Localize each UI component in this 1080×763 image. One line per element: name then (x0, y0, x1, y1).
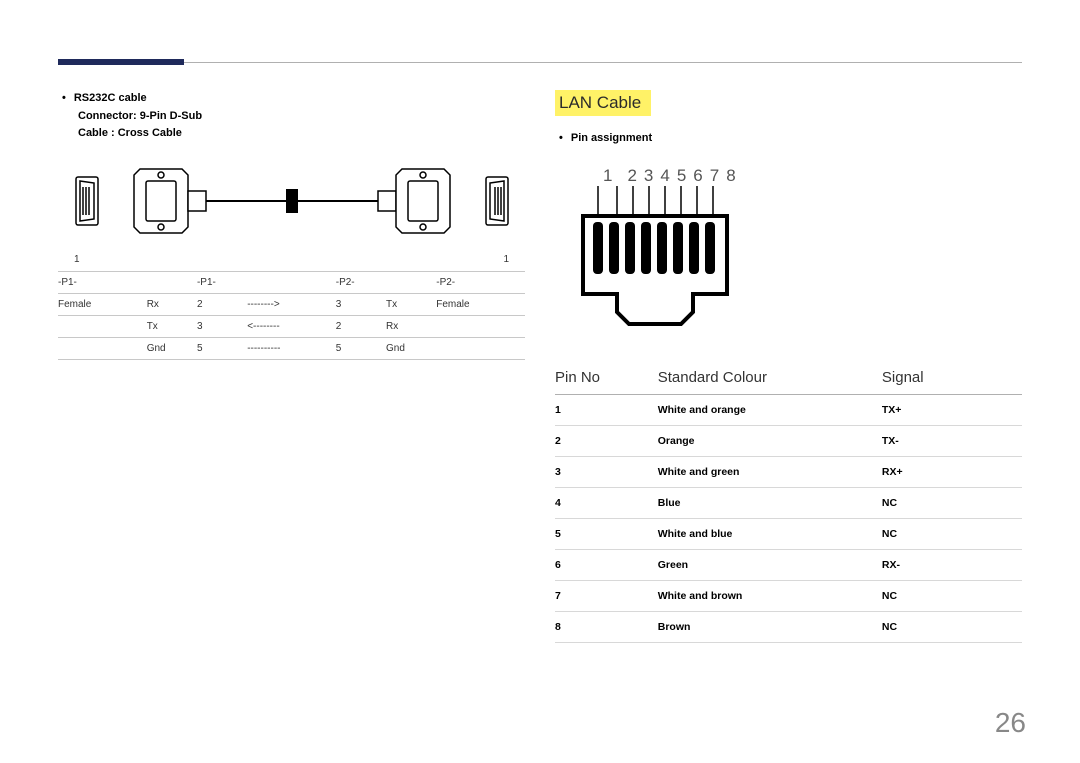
pin-num-rest: 2345678 (627, 166, 742, 185)
table-cell: 3 (555, 456, 658, 487)
rj45-pin-numbers: 12345678 (603, 166, 1022, 186)
table-row: -P1- -P1- -P2- -P2- (58, 271, 525, 293)
table-cell: TX+ (882, 394, 1022, 425)
table-cell: Tx (386, 293, 436, 315)
pin-num-first: 1 (603, 166, 627, 185)
table-cell (58, 315, 147, 337)
table-row: 8BrownNC (555, 611, 1022, 642)
table-cell: 1 (555, 394, 658, 425)
table-cell: Tx (147, 315, 197, 337)
pin-assignment-label: Pin assignment (571, 132, 652, 144)
table-row: 1White and orangeTX+ (555, 394, 1022, 425)
lan-pin-table: Pin No Standard Colour Signal 1White and… (555, 361, 1022, 643)
lan-col-signal: Signal (882, 361, 1022, 395)
table-cell: Blue (658, 487, 882, 518)
table-cell (147, 271, 197, 293)
table-cell: NC (882, 487, 1022, 518)
page-content: •RS232C cable Connector: 9-Pin D-Sub Cab… (0, 0, 1080, 643)
rs232-bullet-3: Cable : Cross Cable (78, 125, 525, 143)
rs232-bullet-2: Connector: 9-Pin D-Sub (78, 108, 525, 126)
table-cell: 5 (336, 337, 386, 359)
lan-col-pin: Pin No (555, 361, 658, 395)
diagram-num-left: 1 (74, 254, 80, 265)
table-row: Gnd5----------5Gnd (58, 337, 525, 359)
rs232-cable-diagram (58, 161, 525, 246)
table-cell: Green (658, 549, 882, 580)
table-cell: 4 (555, 487, 658, 518)
table-cell: Gnd (147, 337, 197, 359)
table-cell: RX- (882, 549, 1022, 580)
table-cell: Female (436, 293, 525, 315)
page-number: 26 (995, 707, 1026, 739)
table-row: 2OrangeTX- (555, 425, 1022, 456)
connector-label: Connector: 9-Pin D-Sub (78, 110, 202, 122)
table-cell: 6 (555, 549, 658, 580)
table-cell: White and brown (658, 580, 882, 611)
left-column: •RS232C cable Connector: 9-Pin D-Sub Cab… (58, 50, 525, 643)
table-cell: NC (882, 611, 1022, 642)
table-cell: -P1- (197, 271, 247, 293)
table-cell: RX+ (882, 456, 1022, 487)
table-row: 4BlueNC (555, 487, 1022, 518)
table-row: Tx3<--------2Rx (58, 315, 525, 337)
table-cell: 2 (336, 315, 386, 337)
table-cell: -P2- (336, 271, 386, 293)
table-row: FemaleRx2-------->3TxFemale (58, 293, 525, 315)
table-cell: ---------- (247, 337, 336, 359)
table-cell: White and orange (658, 394, 882, 425)
table-row: 5White and blueNC (555, 518, 1022, 549)
table-cell: -P2- (436, 271, 525, 293)
table-cell: NC (882, 580, 1022, 611)
table-cell: Rx (386, 315, 436, 337)
cable-type-label: Cable : Cross Cable (78, 127, 182, 139)
table-cell: TX- (882, 425, 1022, 456)
table-cell (436, 337, 525, 359)
right-column: LAN Cable •Pin assignment 12345678 (555, 50, 1022, 643)
table-cell: Rx (147, 293, 197, 315)
table-cell: 8 (555, 611, 658, 642)
table-cell: 2 (555, 425, 658, 456)
diagram-num-right: 1 (503, 254, 509, 265)
table-cell: Orange (658, 425, 882, 456)
table-row: 3White and greenRX+ (555, 456, 1022, 487)
table-cell: 5 (555, 518, 658, 549)
table-cell: <-------- (247, 315, 336, 337)
rj45-diagram: 12345678 (575, 166, 1022, 341)
top-rule (58, 62, 1022, 63)
table-cell (247, 271, 336, 293)
table-cell: -P1- (58, 271, 147, 293)
table-cell: Gnd (386, 337, 436, 359)
rs232-label: RS232C cable (74, 92, 147, 104)
table-cell: 7 (555, 580, 658, 611)
table-row: 7White and brownNC (555, 580, 1022, 611)
table-cell (386, 271, 436, 293)
lan-col-colour: Standard Colour (658, 361, 882, 395)
table-cell: 3 (197, 315, 247, 337)
table-cell: 3 (336, 293, 386, 315)
cross-cable-table: -P1--P1--P2--P2-FemaleRx2-------->3TxFem… (58, 271, 525, 360)
rs232-bullet-1: •RS232C cable (62, 90, 525, 108)
diagram-number-row: 1 1 (58, 254, 525, 265)
pin-assignment-bullet: •Pin assignment (559, 130, 1022, 148)
table-cell: NC (882, 518, 1022, 549)
table-cell: 2 (197, 293, 247, 315)
table-row: 6GreenRX- (555, 549, 1022, 580)
table-cell: White and green (658, 456, 882, 487)
table-cell (436, 315, 525, 337)
lan-cable-heading: LAN Cable (555, 90, 651, 116)
table-cell: --------> (247, 293, 336, 315)
table-cell: White and blue (658, 518, 882, 549)
table-cell (58, 337, 147, 359)
lan-table-header-row: Pin No Standard Colour Signal (555, 361, 1022, 395)
table-cell: Female (58, 293, 147, 315)
table-cell: 5 (197, 337, 247, 359)
table-cell: Brown (658, 611, 882, 642)
